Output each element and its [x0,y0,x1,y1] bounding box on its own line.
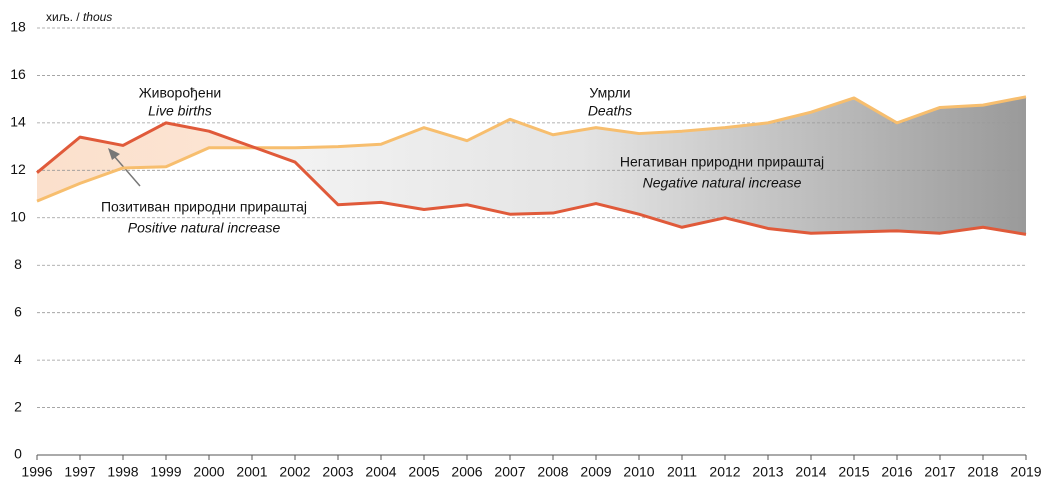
series-line [36,121,1027,236]
x-tick-label: 2009 [580,464,611,480]
x-tick-label: 1997 [64,464,95,480]
x-tick-label: 2002 [279,464,310,480]
series-label: Живорођени [139,85,222,101]
x-tick-label: 2011 [667,464,697,480]
y-tick-label: 16 [10,66,26,82]
x-tick-label: 2019 [1010,464,1041,480]
x-tick-label: 2006 [451,464,482,480]
x-tick-label: 2003 [322,464,353,480]
y-tick-label: 6 [14,303,22,319]
x-tick-label: 1996 [21,464,52,480]
x-tick-label: 1999 [150,464,181,480]
x-tick-label: 2015 [838,464,869,480]
arrow-head [108,148,120,160]
x-tick-label: 2017 [924,464,955,480]
y-tick-label: 2 [14,398,22,414]
x-tick-label: 2010 [623,464,654,480]
series-label: Live births [148,103,212,119]
arrow [113,155,141,187]
y-tick-label: 14 [10,114,26,130]
x-tick-label: 1998 [107,464,138,480]
x-tick-label: 2018 [967,464,998,480]
y-tick-label: 4 [14,351,22,367]
negative-area [37,96,1026,235]
y-axis-label: хиљ. / thous [46,10,112,24]
series-label: Умрли [589,85,630,101]
x-tick-label: 2000 [193,464,224,480]
y-tick-label: 18 [10,19,26,35]
y-tick-label: 8 [14,256,22,272]
x-tick-label: 2016 [881,464,912,480]
x-tick-label: 2007 [494,464,525,480]
x-tick-label: 2004 [365,464,396,480]
annotation: Позитиван природни прираштај [101,199,307,215]
x-tick-label: 2005 [408,464,439,480]
y-tick-label: 10 [10,208,26,224]
x-tick-label: 2014 [795,464,826,480]
series-line [36,95,1027,203]
y-tick-label: 12 [10,161,26,177]
x-tick-label: 2012 [709,464,740,480]
annotation: Negative natural increase [643,175,802,191]
x-tick-label: 2013 [752,464,783,480]
y-tick-label: 0 [14,446,22,462]
x-tick-label: 2008 [537,464,568,480]
x-tick-label: 2001 [236,464,267,480]
series-label: Deaths [588,103,632,119]
annotation: Негативан природни прираштај [620,154,824,170]
annotation: Positive natural increase [128,220,281,236]
